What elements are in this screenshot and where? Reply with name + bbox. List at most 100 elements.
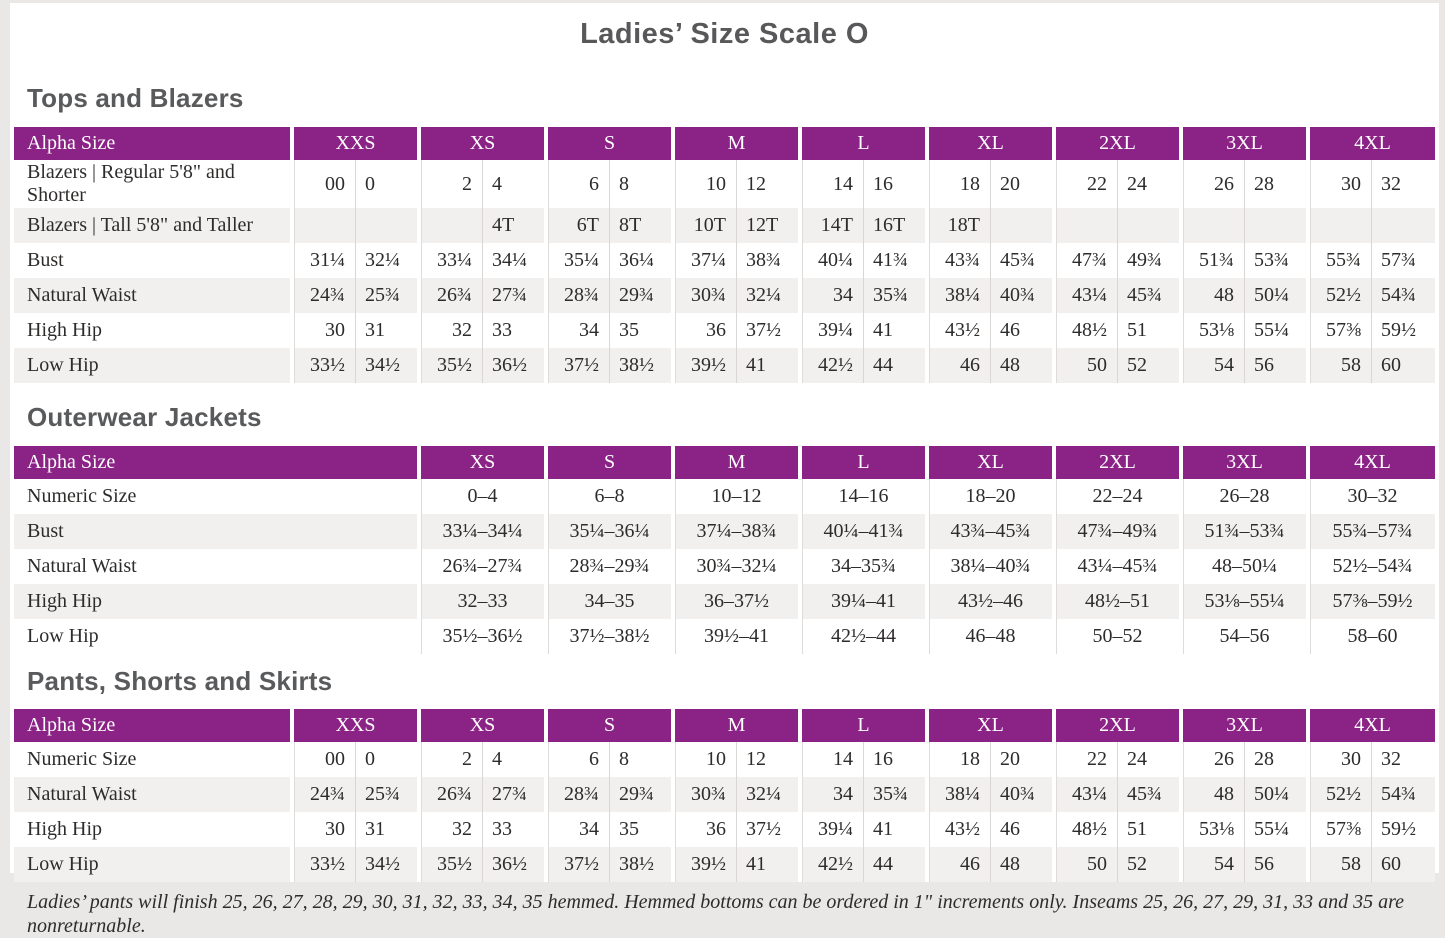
table-row: Bust 33¼–34¼ 35¼–36¼ 37¼–38¾ 40¼–41¾ 43¾–45¾ 4… bbox=[14, 514, 1435, 549]
size-value-cell: 57¾ bbox=[1371, 243, 1435, 278]
size-value-cell: 12 bbox=[736, 742, 800, 777]
size-column-header: M bbox=[671, 127, 800, 160]
size-value-cell: 50¼ bbox=[1244, 777, 1308, 812]
size-value-cell: 38¼ bbox=[925, 777, 991, 812]
size-value-cell: 43½–46 bbox=[925, 584, 1054, 619]
size-value-cell: 38½ bbox=[609, 847, 673, 882]
table-row: High Hip 30 31 32 33 34 35 36 37½ 39¼ 41 43½ 46 48½ 51… bbox=[14, 313, 1435, 348]
row-label: Low Hip bbox=[14, 348, 292, 383]
size-value-cell: 32 bbox=[1371, 160, 1435, 208]
size-table: Alpha Size XXS XS S M L XL 2XL 3XL 4XL Blazers | R… bbox=[14, 127, 1435, 383]
size-value-cell: 8 bbox=[609, 160, 673, 208]
size-value-cell: 55¼ bbox=[1244, 313, 1308, 348]
size-value-cell: 35 bbox=[609, 812, 673, 847]
size-value-cell: 53⅛ bbox=[1179, 313, 1245, 348]
size-value-cell: 33 bbox=[482, 812, 546, 847]
outerwear-jackets-table-container: Alpha Size XS S M L XL 2XL 3XL 4XL Numeric Size 0–… bbox=[14, 446, 1435, 654]
size-value-cell: 48½ bbox=[1052, 812, 1118, 847]
size-value-cell: 12T bbox=[736, 208, 800, 243]
size-value-cell: 28 bbox=[1244, 742, 1308, 777]
size-value-cell: 48 bbox=[1179, 777, 1245, 812]
size-value-cell: 48½ bbox=[1052, 313, 1118, 348]
size-value-cell: 38¼ bbox=[925, 278, 991, 313]
size-column-header: S bbox=[544, 709, 673, 742]
size-value-cell bbox=[1371, 208, 1435, 243]
size-column-header: L bbox=[798, 127, 927, 160]
size-value-cell: 37½–38½ bbox=[544, 619, 673, 654]
size-value-cell: 26–28 bbox=[1179, 479, 1308, 514]
size-value-cell: 41 bbox=[736, 348, 800, 383]
size-value-cell: 32 bbox=[417, 812, 483, 847]
size-value-cell: 54 bbox=[1179, 348, 1245, 383]
size-value-cell: 43¼ bbox=[1052, 777, 1118, 812]
size-value-cell: 43½ bbox=[925, 313, 991, 348]
size-value-cell: 32 bbox=[417, 313, 483, 348]
size-value-cell: 35½ bbox=[417, 348, 483, 383]
size-value-cell: 48½–51 bbox=[1052, 584, 1181, 619]
size-value-cell: 56 bbox=[1244, 847, 1308, 882]
size-value-cell: 29¾ bbox=[609, 777, 673, 812]
size-value-cell: 58–60 bbox=[1306, 619, 1435, 654]
table-row: Natural Waist 24¾ 25¾ 26¾ 27¾ 28¾ 29¾ 30¾ 32¼ 34 3… bbox=[14, 278, 1435, 313]
size-value-cell: 24 bbox=[1117, 742, 1181, 777]
size-value-cell: 37¼ bbox=[671, 243, 737, 278]
size-value-cell: 40¾ bbox=[990, 777, 1054, 812]
size-value-cell: 26 bbox=[1179, 160, 1245, 208]
size-column-header: XS bbox=[417, 127, 546, 160]
size-value-cell: 32¼ bbox=[736, 777, 800, 812]
pants-shorts-skirts-table-container: Alpha Size XXS XS S M L XL 2XL 3XL 4XL Numeric Siz… bbox=[14, 709, 1435, 882]
document-page: Ladies’ Size Scale O Tops and Blazers Al… bbox=[10, 3, 1439, 937]
size-value-cell: 34–35¾ bbox=[798, 549, 927, 584]
size-column-header: 4XL bbox=[1306, 127, 1435, 160]
size-value-cell: 00 bbox=[290, 742, 356, 777]
table-row: Bust 31¼ 32¼ 33¼ 34¼ 35¼ 36¼ 37¼ 38¾ 40¼ 41¾ 43¾ 45¾… bbox=[14, 243, 1435, 278]
page-title: Ladies’ Size Scale O bbox=[580, 18, 869, 50]
size-value-cell: 39½–41 bbox=[671, 619, 800, 654]
size-value-cell: 36 bbox=[671, 812, 737, 847]
size-value-cell: 28¾ bbox=[544, 278, 610, 313]
size-value-cell: 40¾ bbox=[990, 278, 1054, 313]
size-value-cell: 31¼ bbox=[290, 243, 356, 278]
size-value-cell: 30¾–32¼ bbox=[671, 549, 800, 584]
size-value-cell: 29¾ bbox=[609, 278, 673, 313]
size-value-cell: 33½ bbox=[290, 847, 356, 882]
size-column-header: 4XL bbox=[1306, 709, 1435, 742]
size-value-cell: 55¾ bbox=[1306, 243, 1372, 278]
size-value-cell: 48 bbox=[990, 847, 1054, 882]
size-column-header: 2XL bbox=[1052, 709, 1181, 742]
size-value-cell: 58 bbox=[1306, 348, 1372, 383]
size-value-cell bbox=[1306, 208, 1372, 243]
size-value-cell: 34½ bbox=[355, 348, 419, 383]
size-value-cell bbox=[417, 208, 483, 243]
size-value-cell: 26 bbox=[1179, 742, 1245, 777]
size-value-cell: 35 bbox=[609, 313, 673, 348]
size-value-cell: 8 bbox=[609, 742, 673, 777]
size-value-cell: 41 bbox=[736, 847, 800, 882]
size-value-cell: 41 bbox=[863, 313, 927, 348]
size-value-cell: 43¾ bbox=[925, 243, 991, 278]
size-value-cell: 6–8 bbox=[544, 479, 673, 514]
size-value-cell: 4 bbox=[482, 742, 546, 777]
row-label: Blazers | Tall 5'8" and Taller bbox=[14, 208, 292, 243]
size-value-cell: 18–20 bbox=[925, 479, 1054, 514]
size-value-cell: 33¼ bbox=[417, 243, 483, 278]
size-value-cell: 42½ bbox=[798, 847, 864, 882]
size-value-cell: 25¾ bbox=[355, 777, 419, 812]
table-row: Low Hip 33½ 34½ 35½ 36½ 37½ 38½ 39½ 41 42½ 44 46 48 5… bbox=[14, 847, 1435, 882]
size-value-cell: 31 bbox=[355, 313, 419, 348]
size-value-cell: 51 bbox=[1117, 313, 1181, 348]
table-row: Natural Waist 24¾ 25¾ 26¾ 27¾ 28¾ 29¾ 30¾ 32¼ 34 3… bbox=[14, 777, 1435, 812]
table-row: High Hip 32–33 34–35 36–37½ 39¼–41 43½–46 48½–… bbox=[14, 584, 1435, 619]
table-row: Low Hip 35½–36½ 37½–38½ 39½–41 42½–44 46–48 50… bbox=[14, 619, 1435, 654]
size-value-cell: 30–32 bbox=[1306, 479, 1435, 514]
size-value-cell: 39¼ bbox=[798, 313, 864, 348]
size-value-cell: 38¼–40¾ bbox=[925, 549, 1054, 584]
size-value-cell: 30 bbox=[290, 812, 356, 847]
size-value-cell: 2 bbox=[417, 160, 483, 208]
size-value-cell: 55¾–57¾ bbox=[1306, 514, 1435, 549]
section-tops-and-blazers: Tops and Blazers Alpha Size XXS XS S M L XL 2XL… bbox=[14, 82, 1435, 383]
size-value-cell: 0 bbox=[355, 160, 419, 208]
size-column-header: 2XL bbox=[1052, 127, 1181, 160]
size-value-cell: 52½ bbox=[1306, 777, 1372, 812]
size-value-cell: 48 bbox=[1179, 278, 1245, 313]
